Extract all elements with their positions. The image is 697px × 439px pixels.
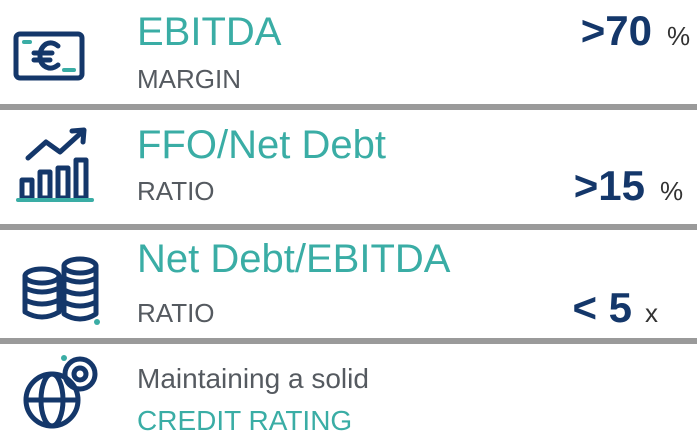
coins-icon — [22, 256, 100, 325]
row-unit: % — [667, 21, 690, 51]
row-value: >15 — [574, 162, 645, 209]
row-value: >70 — [581, 7, 652, 54]
separator — [0, 104, 697, 110]
row-title: Net Debt/EBITDA — [137, 237, 451, 281]
row-unit: x — [645, 298, 658, 328]
row-subtitle: RATIO — [137, 176, 215, 206]
row-title: EBITDA — [137, 10, 282, 54]
row-value: < 5 — [572, 284, 632, 331]
row-title: FFO/Net Debt — [137, 123, 386, 167]
row-unit: % — [660, 176, 683, 206]
footer-line: Maintaining a solid — [137, 363, 369, 394]
separator — [0, 338, 697, 344]
row-subtitle: MARGIN — [137, 64, 241, 94]
footer-highlight: CREDIT RATING — [137, 405, 352, 434]
euro-icon — [13, 31, 85, 81]
separator — [0, 224, 697, 230]
globe-icon — [23, 355, 98, 429]
row-subtitle: RATIO — [137, 298, 215, 328]
chart-icon — [16, 127, 94, 202]
